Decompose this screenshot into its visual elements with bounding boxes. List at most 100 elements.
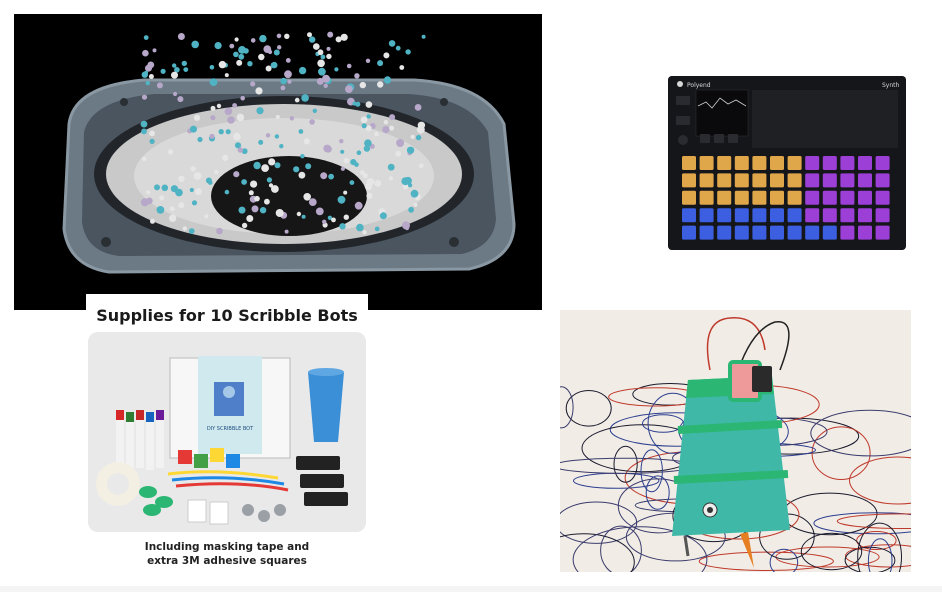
bead xyxy=(169,206,175,212)
bead xyxy=(142,49,149,57)
bead xyxy=(195,188,202,196)
bead xyxy=(146,190,151,195)
bead xyxy=(268,158,276,166)
bead xyxy=(227,116,235,124)
bead xyxy=(343,157,350,164)
speaker-beads-photo[interactable] xyxy=(14,14,542,310)
bead xyxy=(271,185,279,193)
scribble-bots-supplies[interactable]: Supplies for 10 Scribble Bots DIY SCRIBB… xyxy=(86,294,368,576)
supplies-photo: DIY SCRIBBLE BOT xyxy=(88,332,366,532)
bead xyxy=(366,114,371,119)
polyend-synth-photo[interactable]: Polyend Synth xyxy=(668,76,906,250)
synth-pad xyxy=(858,190,872,205)
bead xyxy=(301,68,306,74)
bead xyxy=(301,214,306,219)
bead xyxy=(389,125,395,131)
bead xyxy=(318,67,326,76)
bead xyxy=(238,53,245,60)
synth-pad xyxy=(717,173,732,188)
bead xyxy=(361,123,367,129)
bead xyxy=(259,34,267,43)
bead xyxy=(280,85,286,91)
bead xyxy=(271,61,278,69)
scribble-bot-robot-photo[interactable] xyxy=(560,310,911,572)
bead xyxy=(193,172,202,180)
bead xyxy=(241,148,248,155)
synth-pad xyxy=(770,190,784,205)
bead xyxy=(174,67,180,73)
synth-pad xyxy=(699,190,714,205)
synth-pad xyxy=(858,225,872,240)
bead xyxy=(350,159,357,166)
synth-pad xyxy=(805,208,820,223)
bead xyxy=(261,164,269,173)
bead xyxy=(156,206,165,214)
bead xyxy=(259,207,267,214)
bead xyxy=(238,206,246,214)
bead xyxy=(274,162,281,169)
bead xyxy=(160,68,166,74)
synth-pad xyxy=(822,225,837,240)
bead xyxy=(322,74,330,83)
bead xyxy=(320,54,326,60)
bead xyxy=(300,154,305,159)
bead xyxy=(363,145,371,152)
bead xyxy=(273,49,280,56)
bead xyxy=(148,74,154,79)
bead xyxy=(327,31,334,38)
bead xyxy=(280,77,287,85)
bead xyxy=(343,190,348,195)
bead xyxy=(214,42,222,50)
bead xyxy=(255,87,263,95)
bead xyxy=(167,149,174,155)
bead xyxy=(224,189,230,195)
bead xyxy=(340,166,345,171)
bead xyxy=(214,169,219,175)
bead xyxy=(190,125,197,133)
bead xyxy=(159,195,165,201)
scribble-loop xyxy=(844,546,896,572)
bead xyxy=(224,73,229,78)
bead xyxy=(301,94,309,102)
synth-pad xyxy=(787,190,802,205)
synth-pad xyxy=(875,173,890,188)
bead xyxy=(248,190,254,196)
bead xyxy=(210,105,216,111)
bead xyxy=(218,60,227,69)
bead xyxy=(374,226,380,232)
synth-pad xyxy=(717,225,732,240)
bead xyxy=(317,49,324,56)
scribble-loop xyxy=(645,475,670,510)
synth-pad xyxy=(717,190,732,205)
bead xyxy=(234,142,242,149)
synth-pad xyxy=(840,190,855,205)
bead xyxy=(279,144,284,149)
bead xyxy=(366,192,373,199)
bead xyxy=(141,94,148,100)
synth-pad xyxy=(822,173,837,188)
bead xyxy=(243,48,249,54)
bead xyxy=(170,185,178,193)
bead xyxy=(240,95,245,101)
bead xyxy=(354,73,360,79)
bead xyxy=(143,70,149,75)
bead xyxy=(383,120,389,125)
bead xyxy=(345,85,353,93)
bead xyxy=(402,221,410,230)
bead xyxy=(209,65,215,70)
bead xyxy=(362,230,367,235)
bead xyxy=(414,104,422,111)
bead xyxy=(401,177,410,186)
bead xyxy=(355,101,361,107)
bead xyxy=(229,43,235,49)
bead xyxy=(289,116,295,121)
synth-pad xyxy=(787,225,802,240)
bead xyxy=(305,163,312,170)
bead xyxy=(141,128,147,135)
bottom-strip xyxy=(0,586,942,592)
synth-pad xyxy=(734,225,749,240)
synth-pad xyxy=(805,173,820,188)
caption-line-1: Including masking tape and xyxy=(144,541,310,553)
synth-pad xyxy=(875,190,890,205)
bead xyxy=(193,114,201,121)
